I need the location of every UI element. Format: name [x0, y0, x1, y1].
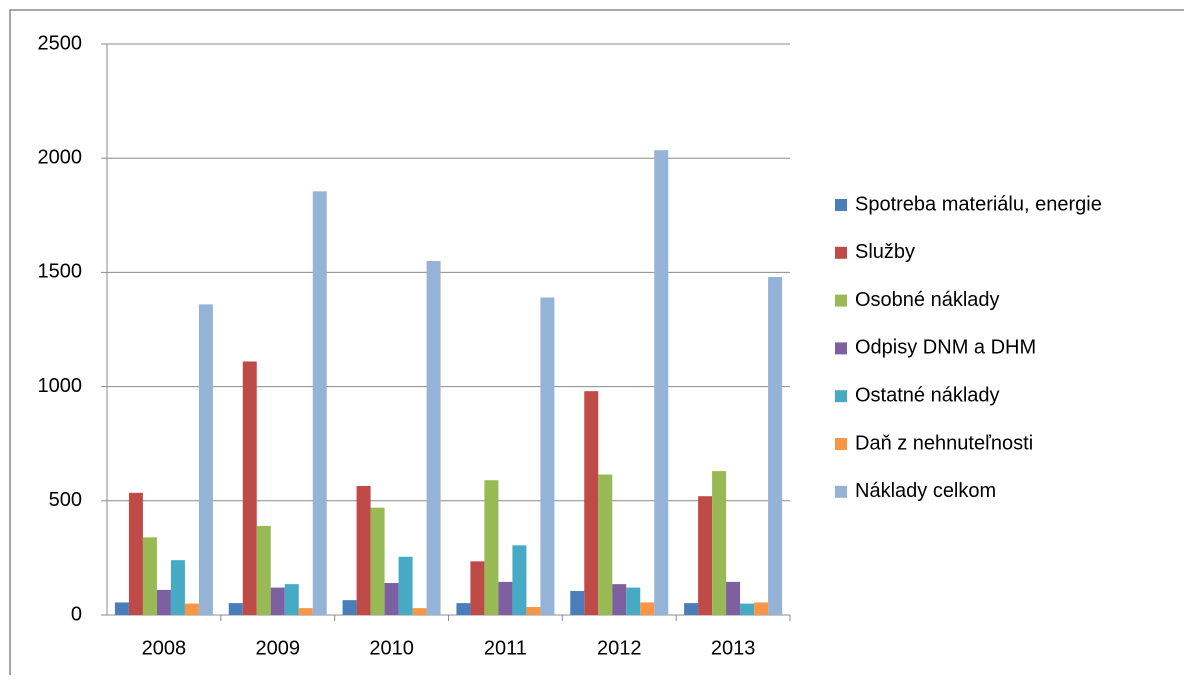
bar	[228, 603, 243, 615]
bar	[356, 485, 371, 615]
bar	[256, 525, 271, 615]
bar	[726, 581, 741, 615]
y-tick-label: 1000	[38, 375, 83, 397]
x-tick-label: 2011	[484, 637, 527, 659]
bar	[598, 474, 613, 615]
bar	[142, 537, 157, 615]
bar	[184, 603, 199, 615]
x-tick-label: 2010	[369, 637, 414, 659]
x-tick-label: 2013	[711, 637, 756, 659]
bar	[768, 276, 783, 615]
bar	[712, 471, 727, 615]
bar	[426, 260, 441, 615]
legend-label: Osobné náklady	[855, 289, 1000, 311]
bar	[470, 561, 485, 615]
bar	[270, 587, 285, 615]
bar	[284, 584, 299, 615]
y-tick-label: 2500	[38, 32, 83, 54]
legend-label: Služby	[855, 241, 915, 263]
legend-label: Ostatné náklady	[855, 384, 1000, 406]
bar	[384, 583, 399, 615]
bar	[298, 608, 313, 615]
bar	[198, 304, 213, 615]
legend-swatch	[835, 199, 847, 211]
x-tick-label: 2009	[256, 637, 301, 659]
x-tick-label: 2008	[142, 637, 187, 659]
bar	[740, 603, 755, 615]
bar	[412, 608, 427, 615]
bar	[570, 591, 585, 615]
bar	[612, 584, 627, 615]
x-tick-label: 2012	[597, 637, 642, 659]
bar	[698, 496, 713, 615]
legend-label: Daň z nehnuteľnosti	[855, 432, 1033, 454]
legend-swatch	[835, 246, 847, 259]
legend-label: Spotreba materiálu, energie	[855, 193, 1102, 215]
y-tick-label: 500	[49, 489, 82, 511]
bar	[128, 492, 143, 615]
y-tick-label: 2000	[38, 146, 83, 168]
bar	[540, 297, 555, 615]
legend-swatch	[835, 342, 847, 355]
legend-swatch	[835, 485, 847, 498]
bar	[512, 545, 527, 615]
legend-label: Odpisy DNM a DHM	[855, 337, 1036, 359]
legend-label: Náklady celkom	[855, 480, 996, 502]
y-tick-label: 1500	[38, 261, 83, 283]
bar	[484, 480, 499, 615]
bar	[370, 507, 385, 615]
bar	[242, 361, 257, 615]
chart-border	[9, 9, 1184, 680]
bar	[526, 607, 541, 615]
legend-swatch	[835, 438, 847, 450]
bar	[342, 600, 357, 615]
y-tick-label: 0	[71, 603, 82, 625]
bar	[584, 391, 599, 615]
bar	[156, 589, 171, 615]
bar	[754, 602, 769, 615]
bar	[684, 603, 699, 615]
bar	[498, 581, 513, 615]
bar	[170, 560, 185, 615]
bar	[626, 587, 641, 615]
bar	[114, 602, 129, 615]
bar	[654, 150, 669, 615]
legend-swatch	[835, 294, 847, 307]
bar	[640, 602, 655, 615]
legend-swatch	[835, 390, 847, 403]
bar	[398, 556, 413, 615]
bar	[312, 191, 327, 615]
bar	[456, 603, 471, 615]
